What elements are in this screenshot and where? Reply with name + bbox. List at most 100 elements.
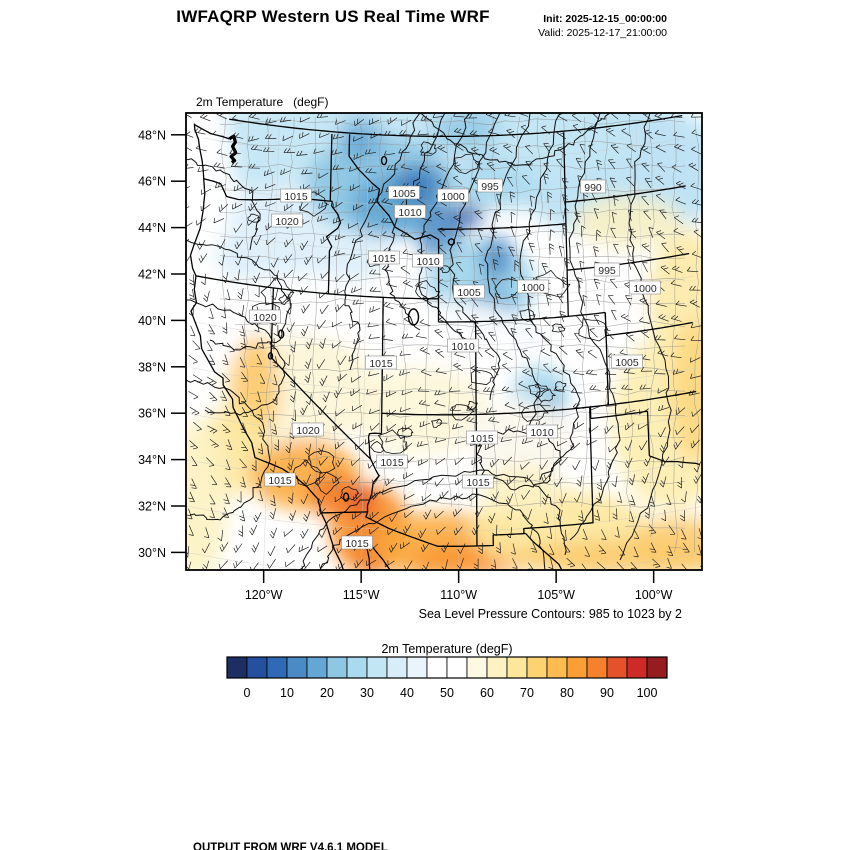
colorbar-cell — [406, 656, 428, 679]
lon-tick-label: 120°W — [245, 588, 283, 602]
axes-layer: 48°N 46°N 44°N 42°N 40°N 38°N 36°N 34°N 32°N 30°N… — [138, 128, 673, 602]
pressure-label: 990 — [584, 182, 602, 194]
pressure-label: 1010 — [451, 341, 475, 353]
colorbar-tick-label: 10 — [280, 686, 294, 700]
pressure-label: 1000 — [521, 282, 545, 294]
field-temperature: 2m Temperature (degF) — [196, 95, 329, 109]
pressure-labels-layer: 1015 1020 1005 1000 995 990 1010 1015 1010 1005 10… — [249, 178, 661, 550]
colorbar-tick-label: 70 — [520, 686, 534, 700]
pressure-label-box — [388, 185, 420, 200]
map-frame — [185, 112, 703, 571]
pressure-label: 1015 — [268, 475, 292, 487]
footer-model-line: OUTPUT FROM WRF V4.6.1 MODEL — [193, 842, 388, 850]
pressure-label: 1000 — [441, 191, 465, 203]
pressure-label-box — [594, 262, 620, 277]
lat-tick-label: 36°N — [138, 407, 166, 421]
pressure-label-box — [271, 213, 303, 228]
pressure-label-box — [437, 188, 469, 203]
colorbar-cell — [446, 656, 468, 679]
pressure-label: 1015 — [345, 538, 369, 550]
colorbar-cell — [346, 656, 368, 679]
lon-tick-label: 115°W — [343, 588, 380, 602]
colorbar-cell — [366, 656, 388, 679]
colorbar-cell — [486, 656, 508, 679]
colorbar-cell — [246, 656, 268, 679]
lat-tick-label: 30°N — [138, 546, 166, 560]
pressure-label-box — [365, 355, 397, 370]
pressure-label: 1005 — [392, 188, 416, 200]
valid-time: Valid: 2025-12-17_21:00:00 — [538, 27, 667, 39]
pressure-label-box — [526, 424, 558, 439]
pressure-label-box — [462, 474, 494, 489]
colorbar-cell — [286, 656, 308, 679]
colorbar-cell — [626, 656, 648, 679]
colorbar-tick-label: 40 — [400, 686, 414, 700]
pressure-label: 1015 — [380, 457, 404, 469]
pressure-label: 1015 — [369, 358, 393, 370]
colorbar-cell — [426, 656, 448, 679]
colorbar-tick-label: 90 — [600, 686, 614, 700]
pressure-label: 995 — [481, 181, 499, 193]
pressure-label-box — [477, 178, 503, 193]
lat-tick-label: 40°N — [138, 314, 166, 328]
pressure-label-box — [376, 454, 408, 469]
plot-title: IWFAQRP Western US Real Time WRF — [176, 7, 490, 26]
colorbar-tick-label: 60 — [480, 686, 494, 700]
colorbar-tick-label: 20 — [320, 686, 334, 700]
lat-tick-label: 34°N — [138, 453, 166, 467]
colorbar-cell — [606, 656, 628, 679]
pressure-label: 995 — [598, 265, 616, 277]
colorbar-cell — [326, 656, 348, 679]
colorbar-cell — [506, 656, 528, 679]
colorbar-tick-label: 80 — [560, 686, 574, 700]
pressure-label-box — [264, 472, 296, 487]
pressure-label: 1005 — [615, 357, 639, 369]
pressure-label: 1020 — [275, 216, 299, 228]
init-time: Init: 2025-12-15_00:00:00 — [543, 13, 667, 25]
lat-tick-label: 46°N — [138, 175, 166, 189]
colorbar-tick-label: 30 — [360, 686, 374, 700]
colorbar-tick-label: 0 — [244, 686, 251, 700]
colorbar-cell — [566, 656, 588, 679]
pressure-label-box — [280, 188, 312, 203]
lat-tick-label: 32°N — [138, 500, 166, 514]
pressure-label-box — [394, 204, 426, 219]
lat-tick-label: 48°N — [138, 128, 166, 142]
pressure-label-box — [580, 179, 606, 194]
pressure-label: 1015 — [470, 433, 494, 445]
colorbar-tick-label: 50 — [440, 686, 454, 700]
pressure-label-box — [412, 253, 444, 268]
pressure-label: 1015 — [372, 253, 396, 265]
colorbar-cell — [386, 656, 408, 679]
colorbar-cell — [646, 656, 668, 679]
pressure-label-box — [341, 535, 373, 550]
lon-tick-label: 105°W — [537, 588, 575, 602]
colorbar-cell — [586, 656, 608, 679]
lat-tick-label: 42°N — [138, 268, 166, 282]
lon-tick-label: 110°W — [440, 588, 477, 602]
colorbar-cell — [546, 656, 568, 679]
pressure-label: 1020 — [253, 312, 277, 324]
pressure-label-box — [611, 354, 643, 369]
pressure-label: 1015 — [466, 477, 490, 489]
lat-tick-label: 38°N — [138, 360, 166, 374]
footer: OUTPUT FROM WRF V4.6.1 MODEL WE = 310 ; … — [193, 812, 662, 850]
pressure-label-box — [368, 250, 400, 265]
pressure-label: 1010 — [530, 427, 554, 439]
colorbar-cell — [466, 656, 488, 679]
colorbar-title: 2m Temperature (degF) — [381, 642, 513, 656]
pressure-label-box — [517, 279, 549, 294]
pressure-label-box — [292, 422, 324, 437]
pressure-label: 1015 — [284, 191, 308, 203]
pressure-label-box — [447, 338, 479, 353]
colorbar-cell — [266, 656, 288, 679]
pressure-label-box — [466, 430, 498, 445]
pressure-label: 1020 — [296, 425, 320, 437]
pressure-label-box — [249, 309, 281, 324]
graticule-layer — [186, 125, 702, 570]
colorbar-cell — [526, 656, 548, 679]
colorbar-cell — [226, 656, 248, 679]
pressure-label: 1000 — [633, 283, 657, 295]
